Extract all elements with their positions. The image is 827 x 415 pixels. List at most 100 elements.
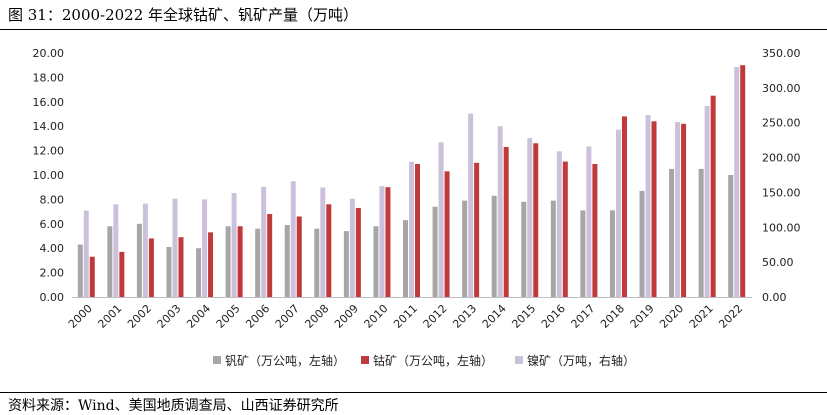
bar-cobalt (444, 171, 450, 297)
x-tick-label: 2016 (539, 302, 568, 331)
x-tick-label: 2021 (687, 302, 716, 331)
left-tick-label: 0.00 (40, 291, 65, 304)
x-tick-label: 2017 (569, 302, 598, 331)
left-tick-label: 12.00 (33, 145, 65, 158)
bar-vanadium (403, 220, 408, 297)
bar-vanadium (462, 200, 468, 297)
x-tick-label: 2002 (125, 302, 154, 331)
bar-nickel (527, 138, 533, 297)
bar-vanadium (491, 195, 497, 297)
x-tick-label: 2020 (657, 302, 686, 331)
left-tick-label: 6.00 (40, 218, 65, 231)
x-tick-label: 2001 (95, 302, 124, 331)
x-tick-label: 2012 (421, 302, 450, 331)
bar-cobalt (562, 161, 568, 297)
bar-cobalt (415, 164, 420, 297)
bar-nickel (497, 126, 503, 297)
bar-vanadium (550, 200, 556, 297)
left-y-axis: 0.00 2.00 4.00 6.00 8.00 10.00 12.00 14.00 16.00… (33, 47, 65, 304)
left-tick-label: 2.00 (40, 267, 65, 280)
legend-vanadium-swatch (213, 356, 221, 364)
bar-nickel (615, 129, 621, 297)
bar-vanadium (609, 210, 615, 297)
bar-vanadium (255, 228, 261, 297)
bar-vanadium (373, 226, 379, 297)
right-tick-label: 100.00 (762, 221, 801, 234)
bar-vanadium (166, 246, 172, 297)
bar-nickel (556, 151, 562, 297)
x-tick-label: 2022 (716, 302, 745, 331)
bar-cobalt (119, 251, 125, 297)
bar-vanadium (521, 201, 527, 297)
right-tick-label: 50.00 (762, 256, 794, 269)
left-tick-label: 4.00 (40, 242, 65, 255)
x-axis: 2000 2001 2002 2003 2004 2005 2006 2007 2008 2009… (66, 297, 752, 331)
bar-nickel (409, 161, 414, 297)
bar-cobalt (710, 95, 716, 297)
bar-nickel (586, 146, 592, 297)
bar-nickel (172, 198, 178, 297)
bar-cobalt (178, 237, 184, 297)
bar-nickel (379, 186, 385, 297)
x-tick-label: 2003 (155, 302, 184, 331)
left-tick-label: 14.00 (33, 120, 65, 133)
bar-vanadium (728, 175, 734, 297)
x-tick-label: 2006 (243, 302, 272, 331)
x-tick-label: 2000 (66, 302, 95, 331)
bar-cobalt (267, 214, 273, 297)
bar-nickel (231, 193, 237, 297)
bar-nickel (113, 204, 119, 297)
bar-cobalt (296, 216, 302, 297)
legend-cobalt-label: 钴矿（万公吨，左轴） (373, 353, 493, 368)
x-tick-label: 2007 (273, 302, 302, 331)
bar-cobalt (355, 207, 361, 297)
x-tick-label: 2005 (214, 302, 243, 331)
x-tick-label: 2011 (391, 302, 420, 331)
bar-nickel (704, 105, 710, 298)
source-note: 资料来源：Wind、美国地质调查局、山西证券研究所 (8, 398, 339, 414)
right-tick-label: 300.00 (762, 82, 801, 95)
figure-title: 图 31：2000-2022 年全球钴矿、钒矿产量（万吨） (8, 6, 359, 24)
bar-cobalt (89, 256, 95, 297)
left-tick-label: 16.00 (33, 96, 65, 109)
bar-vanadium (314, 228, 320, 297)
bar-cobalt (533, 143, 539, 297)
bar-cobalt (474, 162, 480, 297)
bar-nickel (645, 115, 651, 297)
legend-cobalt-swatch (361, 356, 369, 364)
bar-nickel (675, 122, 681, 297)
left-tick-label: 8.00 (40, 193, 65, 206)
left-tick-label: 20.00 (33, 47, 65, 60)
bar-vanadium (343, 231, 349, 297)
bottom-rule (0, 392, 827, 393)
bar-vanadium (284, 225, 290, 297)
right-y-axis: 0.00 50.00 100.00 150.00 200.00 250.00 300.00 3… (762, 47, 801, 304)
bar-cobalt (740, 65, 746, 297)
x-tick-label: 2009 (332, 302, 361, 331)
bar-cobalt (503, 146, 509, 297)
bar-vanadium (136, 223, 142, 297)
legend-vanadium-label: 钒矿（万公吨，左轴） (225, 353, 345, 368)
x-tick-label: 2008 (302, 302, 331, 331)
left-tick-label: 10.00 (33, 169, 65, 182)
legend-nickel-swatch (515, 356, 523, 364)
bar-cobalt (326, 204, 332, 297)
bar-cobalt (385, 187, 391, 297)
bar-nickel (202, 199, 208, 297)
bar-nickel (438, 142, 444, 297)
right-tick-label: 350.00 (762, 47, 801, 60)
x-tick-label: 2004 (184, 302, 213, 331)
bar-vanadium (669, 168, 675, 297)
right-tick-label: 250.00 (762, 117, 801, 130)
bar-cobalt (651, 121, 657, 297)
bar-vanadium (580, 210, 586, 297)
bar-cobalt (208, 232, 214, 297)
bar-nickel (349, 198, 355, 297)
bar-vanadium (107, 226, 113, 297)
bar-cobalt (237, 226, 243, 297)
bar-nickel (261, 186, 267, 297)
bar-nickel (734, 66, 740, 297)
bar-vanadium (77, 244, 83, 297)
bar-vanadium (698, 168, 704, 297)
right-tick-label: 0.00 (762, 291, 787, 304)
